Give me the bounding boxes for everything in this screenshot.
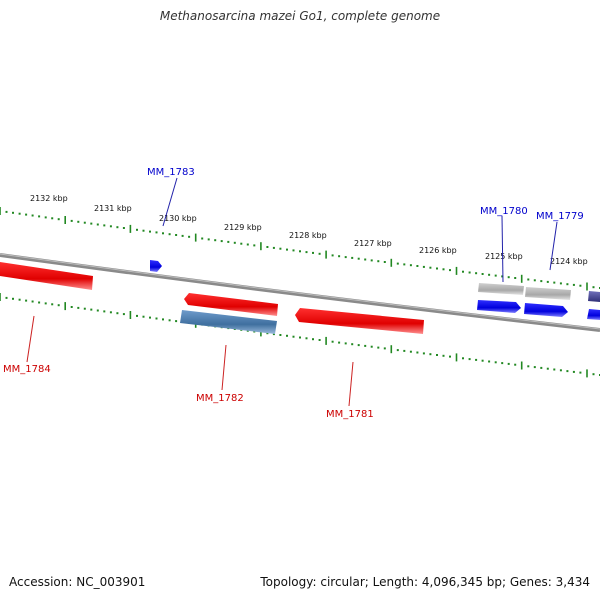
map-title: Methanosarcina mazei Go1, complete genom…: [159, 9, 441, 23]
gene-label-mm-1782[interactable]: MM_1782: [196, 393, 244, 404]
ruler-label: 2124 kbp: [550, 257, 588, 266]
leader-mm-1784: [26, 315, 35, 363]
genome-summary: Topology: circular; Length: 4,096,345 bp…: [260, 575, 590, 589]
pseudogene-mm-1780[interactable]: [478, 283, 524, 295]
ruler-label: 2125 kbp: [485, 252, 523, 261]
gene-label-mm-1779[interactable]: MM_1779: [536, 211, 584, 222]
ruler-label: 2126 kbp: [419, 246, 457, 255]
pseudogene-mm-1779[interactable]: [525, 287, 571, 300]
ruler-ticks-upper: [0, 207, 600, 291]
gene-mm-1784[interactable]: [0, 262, 93, 290]
leader-mm-1782: [221, 344, 227, 391]
gene-mm-1781[interactable]: [295, 308, 424, 334]
ruler-label: 2127 kbp: [354, 239, 392, 248]
genome-backbone: [0, 253, 600, 332]
leader-mm-1779: [549, 221, 558, 271]
ruler-label: 2130 kbp: [159, 214, 197, 223]
forward-features: [150, 260, 600, 320]
gene-mm-1779[interactable]: [524, 303, 568, 317]
reverse-features: [0, 262, 424, 334]
gene-offscreen[interactable]: [587, 309, 600, 320]
accession-label: Accession: NC_003901: [9, 575, 146, 589]
rna-mm-1782[interactable]: [180, 310, 277, 334]
gene-label-mm-1783[interactable]: MM_1783: [147, 167, 195, 178]
gene-mm-1782[interactable]: [184, 293, 278, 316]
ruler-label: 2131 kbp: [94, 204, 132, 213]
leader-mm-1780: [501, 215, 504, 283]
feature-offscreen[interactable]: [588, 291, 600, 302]
gene-mm-1783[interactable]: [150, 260, 162, 272]
leader-mm-1783: [162, 177, 178, 227]
gene-label-mm-1784[interactable]: MM_1784: [3, 364, 51, 375]
ruler-label: 2132 kbp: [30, 194, 68, 203]
ruler-label: 2129 kbp: [224, 223, 262, 232]
gene-label-mm-1780[interactable]: MM_1780: [480, 206, 528, 217]
gene-mm-1780[interactable]: [477, 300, 521, 313]
ruler-label: 2128 kbp: [289, 231, 327, 240]
leader-mm-1781: [348, 361, 354, 407]
gene-label-mm-1781[interactable]: MM_1781: [326, 409, 374, 420]
